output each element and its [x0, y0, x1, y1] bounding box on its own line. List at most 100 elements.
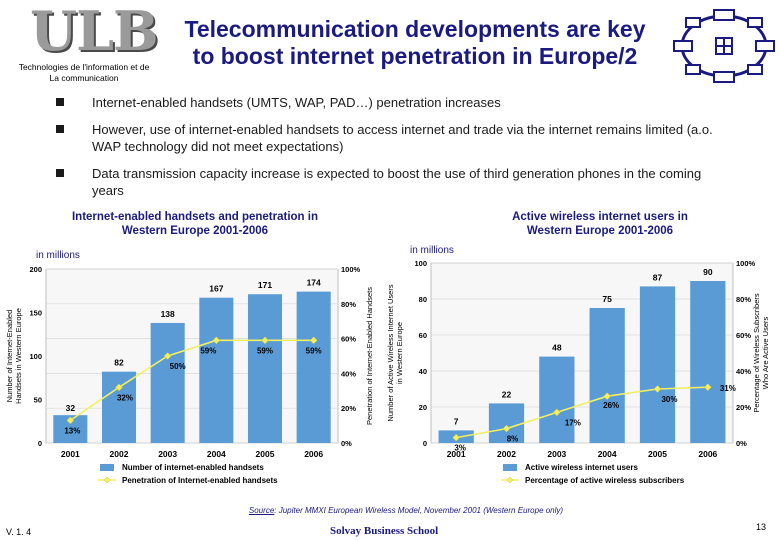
y2-tick-label: 100%	[736, 259, 756, 268]
bullet-text: Data transmission capacity increase is e…	[92, 166, 702, 198]
bullet-marker-icon	[56, 125, 64, 133]
bar	[539, 356, 575, 443]
x-tick-label: 2003	[547, 449, 566, 459]
y-tick-label: 150	[29, 309, 42, 318]
penetration-point	[552, 408, 561, 417]
bar	[690, 281, 726, 443]
logo-caption-line2: La communication	[49, 73, 119, 83]
bullet-item: Internet-enabled handsets (UMTS, WAP, PA…	[56, 94, 716, 111]
chart2-title-line1: Active wireless internet users in	[512, 211, 688, 223]
bullet-text: However, use of internet-enabled handset…	[92, 122, 713, 154]
penetration-label: 8%	[507, 435, 519, 444]
y-tick-label: 0	[38, 439, 42, 448]
bar-value-label: 22	[502, 389, 512, 399]
source-text: : Jupiter MMXI European Wireless Model, …	[274, 506, 564, 515]
penetration-label: 3%	[454, 444, 466, 453]
bullet-item: Data transmission capacity increase is e…	[56, 165, 716, 199]
bar	[639, 286, 676, 443]
y-tick-label: 100	[29, 352, 42, 361]
y-tick-label: 40	[419, 367, 427, 376]
chart2-title-line2: Western Europe 2001-2006	[526, 225, 674, 237]
x-tick-label: 2002	[497, 449, 516, 459]
legend-line-label: Percentage of active wireless subscriber…	[525, 476, 685, 485]
y2-tick-label: 40%	[736, 367, 751, 376]
penetration-point	[309, 336, 318, 345]
x-tick-label: 2004	[207, 449, 226, 459]
penetration-label: 13%	[64, 426, 80, 435]
bar	[101, 371, 137, 443]
penetration-point	[115, 383, 123, 392]
y2-tick-label: 80%	[341, 300, 356, 309]
chart1-title: Internet-enabled handsets and penetratio…	[40, 210, 350, 238]
y-tick-label: 50	[34, 396, 42, 405]
penetration-point	[212, 336, 221, 345]
network-diagram-icon	[673, 9, 775, 83]
penetration-label: 30%	[661, 395, 677, 404]
penetration-point	[452, 433, 461, 442]
y-axis-title-line2: in Western Europe	[395, 322, 404, 384]
bar-value-label: 75	[602, 294, 612, 304]
page-title: Telecommunication developments are key t…	[170, 16, 660, 70]
bar	[296, 291, 331, 443]
legend-bar-label: Active wireless internet users	[525, 463, 638, 472]
y2-tick-label: 0%	[341, 439, 352, 448]
plot-area	[45, 268, 339, 444]
penetration-label: 17%	[565, 418, 581, 427]
y2-tick-label: 0%	[736, 439, 747, 448]
chart2-title: Active wireless internet users in Wester…	[450, 210, 750, 238]
bar	[488, 403, 525, 443]
y-tick-label: 80	[419, 295, 427, 304]
y2-axis-title-line2: Who Are Active Users	[761, 316, 770, 389]
source-word: Source	[248, 506, 275, 515]
bar-value-label: 7	[454, 416, 459, 426]
logo-caption: Technologies de l'information et de La c…	[4, 62, 164, 84]
y2-tick-label: 20%	[736, 403, 751, 412]
bar	[589, 308, 625, 443]
chart2-unit-label: in millions	[410, 245, 454, 256]
x-tick-label: 2003	[158, 449, 177, 459]
bar-value-label: 167	[209, 284, 223, 294]
source-note: Source: Jupiter MMXI European Wireless M…	[216, 506, 596, 515]
bar-value-label: 48	[552, 343, 562, 353]
bar-value-label: 171	[258, 280, 272, 290]
chart1-title-line1: Internet-enabled handsets and penetratio…	[71, 211, 318, 223]
bullet-list: Internet-enabled handsets (UMTS, WAP, PA…	[56, 94, 716, 209]
penetration-point	[163, 352, 172, 360]
bar-value-label: 87	[653, 272, 663, 282]
legend-line-marker	[103, 476, 111, 484]
x-tick-label: 2006	[698, 449, 717, 459]
y-tick-label: 60	[419, 331, 427, 340]
y2-tick-label: 20%	[341, 404, 356, 413]
y2-axis-title-line1: Percentage of Wireless Subscribers	[752, 293, 761, 412]
y-tick-label: 0	[423, 439, 427, 448]
bar-value-label: 90	[703, 267, 713, 277]
chart1-unit-label: in millions	[36, 250, 80, 261]
legend-bar-label: Number of internet-enabled handsets	[122, 463, 264, 472]
wireless-users-chart: 0% 20% 40% 60% 80% 100% 0 20 40 60 80 100 7 22 48 75 87 9…	[386, 259, 770, 485]
logo-wordmark: ULB	[30, 0, 159, 63]
legend-bar-swatch	[100, 464, 114, 471]
title-line1: Telecommunication developments are key	[184, 16, 646, 42]
bar-value-label: 32	[66, 403, 76, 413]
bullet-marker-icon	[56, 169, 64, 177]
title-line2: to boost internet penetration in Europe/…	[192, 43, 638, 69]
version-label: V. 1. 4	[6, 527, 32, 537]
x-tick-label: 2006	[304, 449, 323, 459]
x-tick-label: 2005	[256, 449, 275, 459]
y-axis-title-line1: Number of Active Wireless Internet Users	[386, 284, 395, 421]
penetration-label: 59%	[200, 346, 216, 355]
legend-line-marker	[506, 476, 514, 484]
x-tick-label: 2005	[648, 449, 667, 459]
penetration-line	[456, 386, 708, 439]
y-axis-title-line2: Handsets in Western Europe	[14, 308, 23, 404]
bar	[199, 297, 234, 443]
legend-line-label: Penetration of Internet-enabled handsets	[122, 476, 278, 485]
bar	[247, 294, 283, 443]
penetration-point	[703, 383, 712, 392]
bar-value-label: 82	[114, 358, 124, 368]
x-tick-label: 2001	[61, 449, 80, 459]
x-tick-label: 2001	[447, 449, 466, 459]
y2-tick-label: 60%	[341, 335, 356, 344]
logo-caption-line1: Technologies de l'information et de	[18, 62, 150, 72]
y2-tick-label: 100%	[341, 265, 361, 274]
